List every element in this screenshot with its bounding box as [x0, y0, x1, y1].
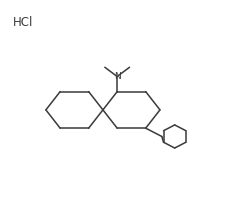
Text: N: N [114, 72, 121, 81]
Text: HCl: HCl [12, 16, 33, 29]
